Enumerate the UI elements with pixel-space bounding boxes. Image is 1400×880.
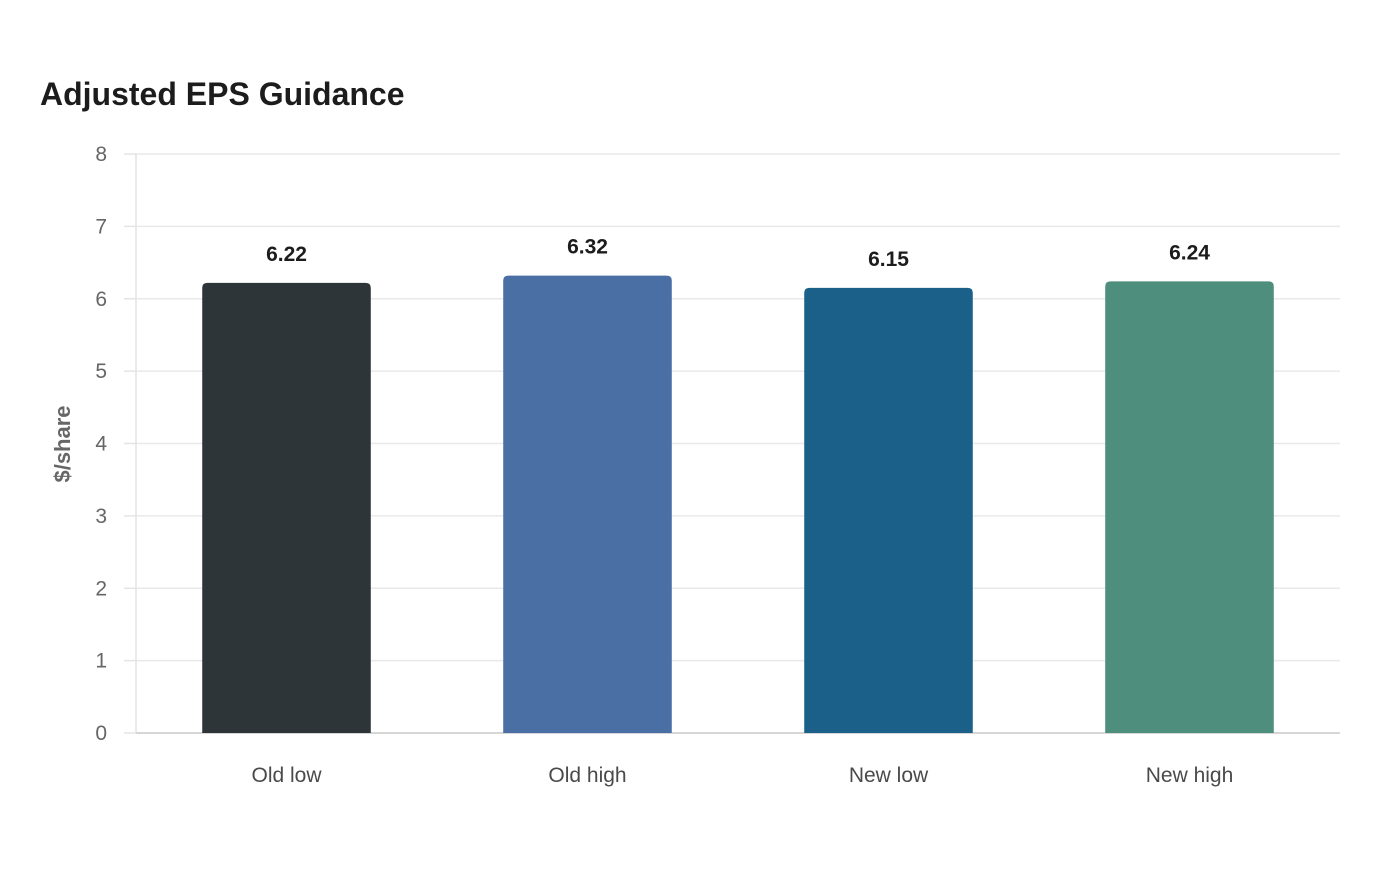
y-axis-label: $/share bbox=[50, 405, 75, 482]
value-labels: 6.22 6.32 6.15 6.24 bbox=[266, 236, 1210, 271]
bar-new-low bbox=[804, 287, 973, 733]
x-category-label: Old low bbox=[251, 764, 322, 787]
bar-old-high bbox=[503, 275, 672, 733]
y-tick-label: 4 bbox=[95, 433, 107, 456]
bars bbox=[202, 275, 1274, 733]
chart-title: Adjusted EPS Guidance bbox=[40, 76, 405, 112]
value-label: 6.32 bbox=[567, 236, 608, 259]
value-label: 6.22 bbox=[266, 243, 307, 266]
y-tick-label: 0 bbox=[95, 722, 107, 745]
y-tick-label: 6 bbox=[95, 288, 107, 311]
y-tick-label: 8 bbox=[95, 143, 107, 166]
value-label: 6.24 bbox=[1169, 241, 1210, 264]
x-category-label: New low bbox=[849, 764, 929, 787]
y-tick-label: 5 bbox=[95, 360, 107, 383]
y-tick-labels: 0 1 2 3 4 5 6 7 8 bbox=[95, 143, 107, 745]
value-label: 6.15 bbox=[868, 248, 909, 271]
y-tick-label: 3 bbox=[95, 505, 107, 528]
bar-old-low bbox=[202, 282, 371, 733]
x-category-label: New high bbox=[1146, 764, 1234, 787]
y-tick-label: 1 bbox=[95, 650, 107, 673]
bar-new-high bbox=[1105, 281, 1274, 733]
y-tick-label: 7 bbox=[95, 215, 107, 238]
y-tick-label: 2 bbox=[95, 577, 107, 600]
x-category-labels: Old low Old high New low New high bbox=[251, 764, 1233, 787]
x-category-label: Old high bbox=[548, 764, 626, 787]
